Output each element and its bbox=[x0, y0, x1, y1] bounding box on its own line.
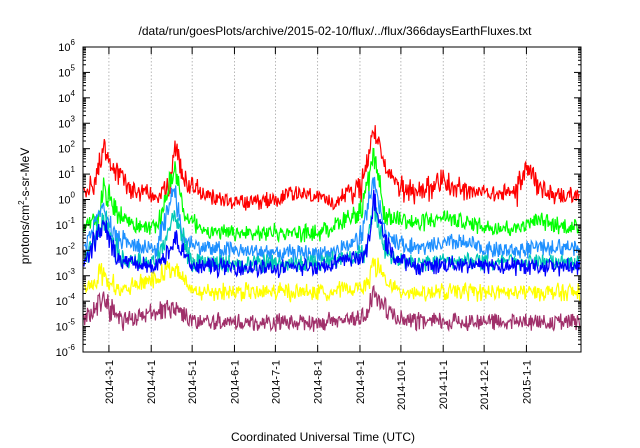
x-tick-label: 2015-1-1 bbox=[521, 360, 533, 404]
data-series bbox=[83, 125, 581, 333]
x-tick-label: 2014-10-1 bbox=[396, 360, 408, 410]
series-line bbox=[83, 284, 581, 333]
y-tick-label: 10-1 bbox=[56, 216, 76, 232]
y-axis-label: protons/cm2-s-sr-MeV bbox=[17, 148, 32, 264]
y-tick-label: 101 bbox=[58, 165, 75, 181]
y-tick-label: 103 bbox=[58, 114, 75, 130]
y-tick-label: 10-3 bbox=[56, 267, 76, 283]
x-tick-label: 2014-7-1 bbox=[270, 360, 282, 404]
series-line bbox=[83, 189, 581, 279]
x-axis-ticks: 2014-3-1 2014-4-1 2014-5-1 2014-6-1 2014-7-1… bbox=[104, 47, 533, 410]
y-tick-label: 100 bbox=[58, 191, 75, 207]
x-axis-label: Coordinated Universal Time (UTC) bbox=[231, 430, 415, 444]
y-axis-label-suffix: -s-sr-MeV bbox=[18, 148, 32, 201]
series-line bbox=[83, 125, 580, 211]
y-tick-label: 10-4 bbox=[56, 292, 76, 308]
y-tick-label: 106 bbox=[58, 38, 75, 54]
x-tick-label: 2014-3-1 bbox=[104, 360, 116, 404]
y-axis-label-sup: 2 bbox=[17, 200, 26, 205]
x-tick-label: 2014-5-1 bbox=[187, 360, 199, 404]
y-tick-label: 10-5 bbox=[56, 318, 76, 334]
y-tick-label: 10-6 bbox=[56, 343, 76, 359]
chart-title: /data/run/goesPlots/archive/2015-02-10/f… bbox=[139, 24, 533, 38]
x-tick-label: 2014-6-1 bbox=[229, 360, 241, 404]
x-tick-label: 2014-11-1 bbox=[438, 360, 450, 409]
series-line bbox=[83, 257, 581, 303]
series-line bbox=[83, 147, 580, 244]
y-tick-label: 104 bbox=[58, 89, 75, 105]
x-tick-label: 2014-4-1 bbox=[146, 360, 158, 404]
y-tick-label: 105 bbox=[58, 63, 75, 79]
y-axis-label-prefix: protons/cm bbox=[18, 205, 32, 264]
y-tick-label: 10-2 bbox=[56, 241, 76, 257]
x-tick-label: 2014-9-1 bbox=[355, 360, 367, 404]
x-tick-label: 2014-12-1 bbox=[479, 360, 491, 410]
y-tick-label: 102 bbox=[58, 140, 75, 156]
series-line bbox=[83, 176, 581, 263]
y-axis-ticks: 10-6 10-5 10-4 10-3 10-2 10-1 100 101 102 103 104 1… bbox=[56, 38, 581, 359]
x-tick-label: 2014-8-1 bbox=[313, 360, 325, 404]
